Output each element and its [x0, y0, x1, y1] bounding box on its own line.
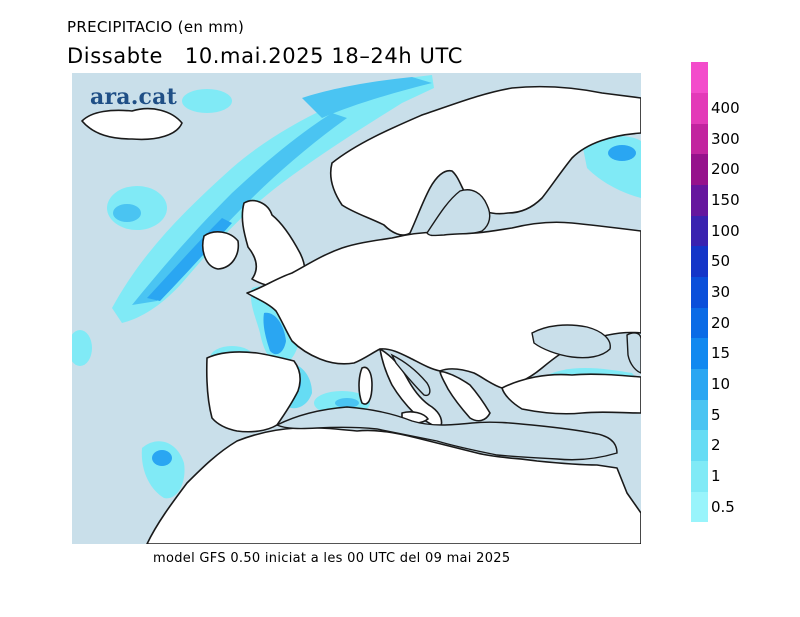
precip-blob-west2 — [113, 204, 141, 222]
precip-canary-core — [152, 450, 172, 466]
adriatic-sea — [390, 353, 431, 397]
legend-label: 1 — [711, 467, 721, 485]
legend-label: 15 — [711, 344, 731, 363]
forecast-date-title: Dissabte 10.mai.2025 18–24h UTC — [67, 44, 463, 68]
caspian-sea — [626, 332, 641, 374]
legend-swatch — [691, 491, 708, 523]
precip-canary — [141, 441, 185, 499]
precipitation-legend-colorbar — [691, 62, 708, 523]
legend-label: 30 — [711, 283, 731, 301]
precipitation-map — [72, 73, 641, 544]
chart-title: PRECIPITACIO (en mm) — [67, 18, 245, 36]
land-corsica-sardinia — [358, 366, 373, 405]
land-north-africa — [146, 426, 641, 544]
legend-swatch — [691, 460, 708, 492]
legend-swatch — [691, 338, 708, 370]
mediterranean-sea — [275, 406, 618, 461]
land-anatolia — [501, 373, 641, 415]
land-scandinavia — [329, 85, 641, 236]
land-ireland — [202, 231, 240, 270]
landmasses — [81, 85, 641, 544]
legend-swatch — [691, 215, 708, 247]
land-iceland — [81, 107, 183, 141]
precip-northeast-core — [608, 145, 636, 161]
ara-cat-logo: ara.cat — [90, 84, 177, 110]
model-run-caption: model GFS 0.50 iniciat a les 00 UTC del … — [153, 551, 511, 566]
legend-swatch — [691, 430, 708, 462]
legend-label: 100 — [711, 221, 740, 240]
legend-swatch — [691, 368, 708, 400]
black-sea — [531, 324, 611, 359]
legend-swatch — [691, 276, 708, 308]
precip-balearic-core — [335, 398, 359, 408]
legend-label: 5 — [711, 405, 721, 424]
legend-swatch — [691, 307, 708, 339]
precip-blob-iceland — [182, 89, 232, 113]
precip-france-core — [263, 312, 286, 355]
land-iberia — [205, 351, 301, 433]
legend-label: 50 — [711, 252, 731, 271]
legend-swatch — [691, 154, 708, 186]
baltic-sea — [426, 189, 491, 237]
land-balkans — [439, 370, 491, 422]
legend-swatch — [691, 246, 708, 278]
legend-label: 150 — [711, 191, 740, 209]
legend-label: 20 — [711, 313, 731, 332]
legend-swatch — [691, 92, 708, 124]
legend-label: 0.5 — [711, 497, 735, 516]
map-canvas — [72, 73, 641, 544]
legend-label: 400 — [711, 99, 740, 117]
legend-swatch — [691, 184, 708, 216]
precip-band-north — [302, 77, 432, 118]
legend-swatch — [691, 62, 708, 94]
legend-label: 300 — [711, 129, 740, 148]
legend-label: 200 — [711, 160, 740, 179]
inland-seas — [275, 189, 641, 461]
legend-swatch — [691, 399, 708, 431]
legend-label: 2 — [711, 436, 721, 455]
legend-label: 10 — [711, 375, 731, 393]
precip-blob-edge — [72, 330, 92, 366]
legend-swatch — [691, 123, 708, 155]
